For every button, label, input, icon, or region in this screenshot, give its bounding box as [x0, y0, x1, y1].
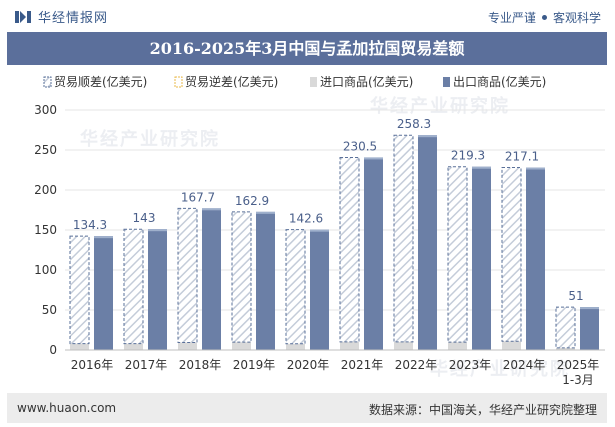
import-bar — [394, 341, 413, 350]
import-bar — [556, 347, 575, 350]
x-tick-label: 2023年 — [449, 358, 492, 372]
surplus-bar — [555, 306, 576, 349]
data-label: 258.3 — [397, 117, 431, 131]
import-bar — [70, 343, 89, 350]
export-bar-top — [310, 229, 329, 232]
legend-label: 进口商品(亿美元) — [320, 74, 413, 89]
export-bar-top — [364, 157, 383, 160]
export-bar — [472, 166, 491, 350]
export-bar-top — [256, 211, 275, 214]
export-bar — [418, 135, 437, 350]
surplus-bar — [339, 156, 360, 343]
y-tick-label: 150 — [34, 223, 57, 237]
import-bar — [448, 342, 467, 350]
surplus-bar — [285, 229, 306, 345]
y-tick-label: 50 — [42, 303, 57, 317]
x-tick-label: 2017年 — [125, 358, 168, 372]
y-tick-label: 250 — [34, 143, 57, 157]
export-bar-top — [526, 167, 545, 170]
legend-label: 贸易顺差(亿美元) — [54, 74, 147, 89]
data-label: 51 — [568, 289, 583, 303]
surplus-bar — [393, 134, 414, 343]
data-label: 142.6 — [289, 212, 323, 226]
export-bar-top — [418, 135, 437, 138]
top-bar: 华经情报网 专业严谨 客观科学 — [0, 0, 615, 32]
export-bar — [526, 167, 545, 350]
export-bar — [94, 236, 113, 350]
surplus-bar — [123, 228, 144, 345]
export-bar — [310, 229, 329, 350]
gridlines — [65, 109, 605, 351]
export-bar-top — [472, 166, 491, 169]
watermark: 华经产业研究院 — [80, 129, 220, 150]
export-bar-top — [148, 229, 167, 232]
tagline-right: 客观科学 — [552, 11, 601, 25]
x-tick-label: 2025年 — [557, 358, 600, 372]
data-label: 217.1 — [505, 150, 539, 164]
x-tick-label: 2022年 — [395, 358, 438, 372]
x-axis: 2016年 2017年 2018年 2019年 2020年 2021年 2022年 2023年… — [65, 349, 605, 387]
brand-logo-icon — [15, 10, 31, 23]
import-bar — [124, 343, 143, 350]
bar-chart: 贸易顺差(亿美元) 贸易逆差(亿美元) 进口商品(亿美元) 出口商品(亿美元) 0 50… — [34, 74, 605, 387]
footer-source: 数据来源：中国海关，华经产业研究院整理 — [368, 403, 597, 417]
brand[interactable]: 华经情报网 — [14, 7, 108, 26]
brand-name: 华经情报网 — [38, 11, 109, 26]
export-bar — [580, 307, 599, 350]
export-bar-top — [94, 236, 113, 239]
import-bar — [286, 343, 305, 350]
bars: 134.3 143 167.7 162.9 142.6 230.5 258.3 219.3 21… — [69, 117, 599, 350]
data-label: 134.3 — [73, 218, 107, 232]
import-bar — [502, 341, 521, 350]
chart-title: 2016-2025年3月中国与孟加拉国贸易差额 — [149, 39, 465, 58]
x-tick-label: 2021年 — [341, 358, 384, 372]
export-bar-top — [202, 208, 221, 211]
watermark: 华经产业研究院 — [430, 359, 570, 380]
export-bar — [202, 208, 221, 350]
x-tick-label: 2018年 — [179, 358, 222, 372]
data-label: 167.7 — [181, 190, 215, 204]
watermark: 华经产业研究院 — [370, 96, 510, 117]
legend-label: 贸易逆差(亿美元) — [185, 74, 278, 89]
x-tick-label: 2016年 — [71, 358, 114, 372]
footer-website[interactable]: www.huaon.com — [17, 401, 117, 415]
tagline-left: 专业严谨 — [487, 11, 536, 25]
y-tick-label: 100 — [34, 263, 57, 277]
surplus-bar — [231, 211, 252, 343]
legend-swatch — [443, 77, 450, 87]
y-axis: 0 50 100 150 200 250 300 — [34, 103, 57, 357]
y-tick-label: 0 — [49, 343, 57, 357]
import-bar — [340, 341, 359, 350]
legend-swatch — [310, 77, 317, 87]
surplus-bar — [447, 166, 468, 343]
x-tick-label-line2: 1-3月 — [562, 373, 594, 387]
import-bar — [232, 342, 251, 350]
export-bar — [256, 211, 275, 350]
data-label: 162.9 — [235, 194, 269, 208]
y-tick-label: 300 — [34, 103, 57, 117]
separator-dot-icon — [541, 15, 547, 20]
export-bar — [364, 157, 383, 350]
x-tick-label: 2024年 — [503, 358, 546, 372]
tagline: 专业严谨 客观科学 — [488, 9, 601, 26]
footer: www.huaon.com 数据来源：中国海关，华经产业研究院整理 — [7, 393, 607, 423]
export-bar — [148, 229, 167, 350]
data-label: 230.5 — [343, 139, 377, 153]
legend: 贸易顺差(亿美元) 贸易逆差(亿美元) 进口商品(亿美元) 出口商品(亿美元) — [43, 74, 546, 89]
x-tick-label: 2019年 — [233, 358, 276, 372]
surplus-bar — [69, 235, 90, 345]
legend-swatch-surplus — [43, 76, 52, 88]
x-tick-label: 2020年 — [287, 358, 330, 372]
data-label: 143 — [133, 211, 156, 225]
surplus-bar — [501, 167, 522, 342]
title-bar: 2016-2025年3月中国与孟加拉国贸易差额 — [7, 32, 607, 65]
legend-swatch-deficit — [174, 76, 183, 88]
legend-label: 出口商品(亿美元) — [453, 74, 546, 89]
export-bar-top — [580, 307, 599, 310]
y-tick-label: 200 — [34, 183, 57, 197]
import-bar — [178, 342, 197, 350]
data-label: 219.3 — [451, 149, 485, 163]
surplus-bar — [177, 207, 198, 343]
